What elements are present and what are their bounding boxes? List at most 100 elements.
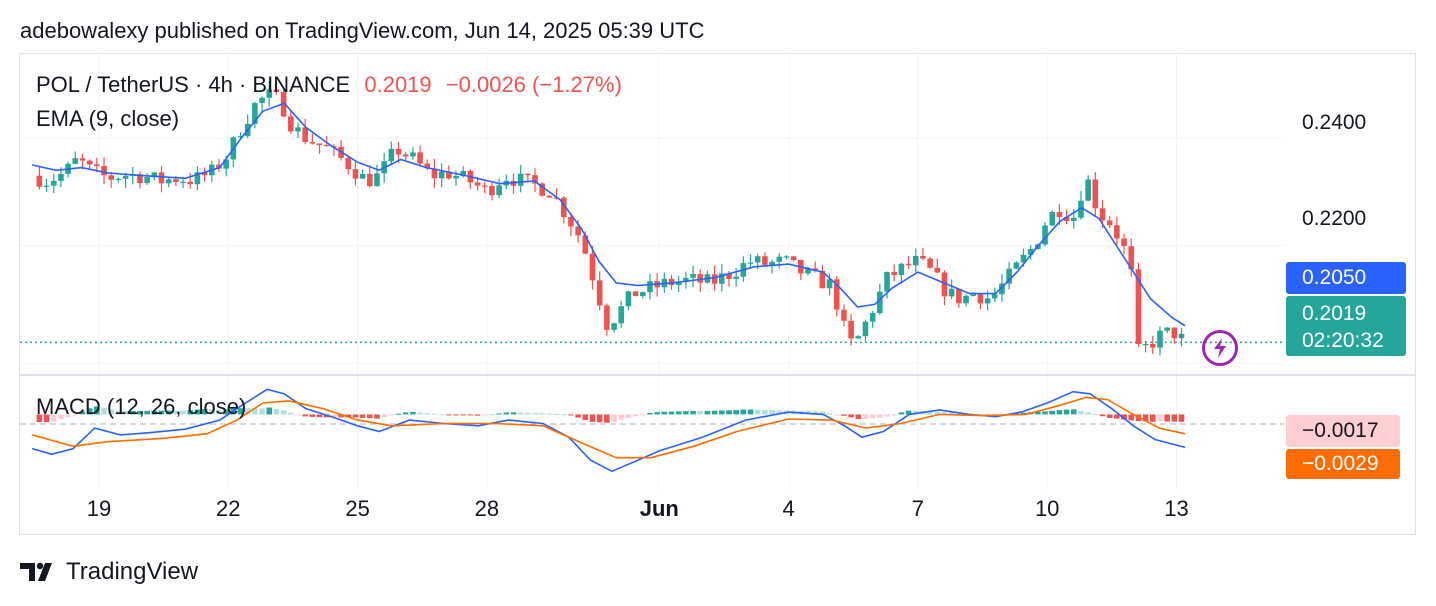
candle-up [704,270,711,284]
candle-body [977,294,984,304]
footer: TradingView [20,558,198,586]
candle-up [747,254,754,269]
macd-histogram-bar [94,406,100,415]
candle-up [783,255,790,260]
candle-body [819,270,826,289]
macd-histogram-bar [1085,412,1091,415]
macd-histogram-bar [137,410,143,415]
candle-body [446,171,452,179]
macd-histogram-bar [647,412,653,415]
macd-histogram-bar [826,413,833,415]
candle-down [833,276,840,317]
candle-body [438,171,445,179]
candle-body [295,127,301,132]
candle-body [36,175,43,187]
candle-body [1106,220,1113,226]
candle-body [683,277,689,282]
candle-down [323,136,330,147]
footer-brand: TradingView [66,558,199,585]
macd-histogram-bar [733,410,739,415]
candle-body [632,291,639,297]
candle-body [647,281,653,293]
macd-histogram-bar [395,413,402,415]
candle-down [891,264,897,282]
candle-down [1106,216,1113,229]
candle-down [309,133,316,145]
candle-body [790,256,797,260]
macd-histogram-bar [812,411,818,415]
candle-up [194,166,201,191]
macd-histogram-bar [43,414,50,423]
macd-histogram-bar [517,412,524,415]
macd-histogram-bar [1070,409,1077,415]
time-tick-10: 10 [1034,496,1060,521]
macd-histogram-bar [388,414,395,416]
macd-histogram-bar [352,414,359,418]
macd-histogram-bar [424,413,431,415]
candle-down [36,166,43,190]
candle-body [252,103,258,124]
candle-down [920,247,926,261]
candle-body [546,195,553,198]
candle-body [72,158,79,164]
legend-price: 0.2019 [364,72,432,97]
lightning-icon[interactable] [1202,330,1238,366]
candle-down [302,118,308,145]
candle-up [948,279,955,300]
time-tick-22: 22 [216,496,241,521]
candle-body [266,89,273,98]
candle-body [323,145,330,147]
candle-body [158,172,165,184]
candle-body [173,179,179,183]
macd-histogram-bar [683,411,689,415]
candle-body [50,180,57,186]
candle-up [776,253,783,269]
candle-up [72,151,79,165]
candle-down [546,194,553,198]
macd-histogram-bar [754,409,761,415]
candle-body [582,235,589,254]
candle-body [984,298,991,304]
chart-frame[interactable] [19,53,1416,535]
candle-body [762,256,768,265]
candle-up [639,291,646,299]
candle-body [395,148,402,155]
candle-up [869,310,876,328]
candle-body [417,152,423,164]
candle-up [259,96,265,112]
macd-histogram-bar [79,411,86,415]
macd-histogram-bar [1063,409,1070,415]
candle-body [237,136,244,138]
last-price-value: 0.2019 [1302,302,1367,325]
candle-down [790,256,797,262]
candle-body [1042,225,1048,245]
macd-histogram-bar [129,411,136,415]
candle-body [991,294,998,299]
candle-body [862,321,869,337]
macd-histogram-bar [639,414,646,416]
macd-histogram-bar [438,414,445,416]
candle-down [316,143,323,154]
macd-histogram-bar [776,410,783,415]
candle-body [948,288,955,297]
candle-down [841,304,847,327]
macd-histogram-bar [252,408,258,415]
candle-down [1149,335,1156,354]
macd-histogram-bar [625,414,632,419]
publish-header: adebowalexy published on TradingView.com… [20,18,705,43]
ema-line [32,102,1186,327]
macd-histogram-bar [223,409,229,415]
candle-up [266,80,273,107]
candle-body [489,185,495,196]
candle-down [819,264,826,289]
candle-up [517,164,524,193]
candle-body [1027,249,1034,255]
candle-up [898,262,905,284]
candle-down [395,141,402,163]
candle-body [841,309,847,321]
macd-histogram-bar [618,414,625,420]
macd-legend: MACD (12, 26, close) [36,394,247,419]
candle-body [137,174,143,184]
macd-histogram-bar [1106,414,1113,418]
